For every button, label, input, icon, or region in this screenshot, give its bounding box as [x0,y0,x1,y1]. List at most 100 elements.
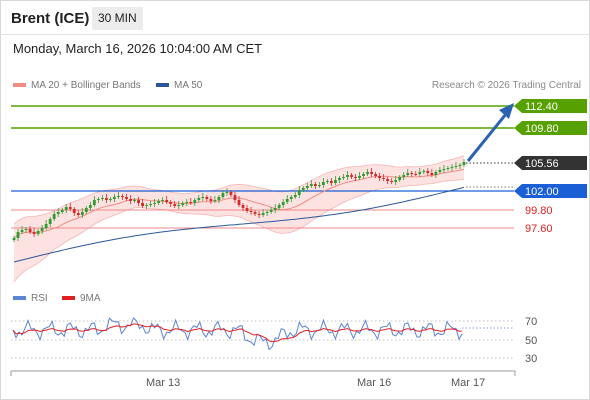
chart-header: Brent (ICE) 30 MIN [0,0,590,35]
candle-body [346,175,349,177]
candle-body [430,173,434,175]
x-tick-mar-16: Mar 16 [357,377,391,389]
candle-body [109,199,112,200]
candle-body [80,212,84,215]
candle-body [64,207,68,210]
candle-body [450,167,454,168]
candle-body [362,174,365,176]
candle-body [237,200,241,205]
candle-body [44,224,48,228]
candle-body [209,199,213,201]
candle-body [88,205,92,208]
candle-body [12,238,16,240]
candle-body [265,212,269,213]
candle-body [92,200,96,205]
rsi-scale-50: 50 [525,335,537,347]
candle-body [117,196,120,197]
candle-body [241,205,245,208]
candle-body [36,231,40,234]
rsi-line [12,317,463,351]
candle-body [40,228,44,231]
candle-body [121,196,124,197]
candle-body [458,165,462,166]
candle-body [84,208,88,212]
ma9-swatch [62,296,75,301]
timeframe-selector[interactable]: 30 MIN [92,7,143,30]
candle-body [354,177,357,178]
x-tick-mar-17: Mar 17 [451,377,485,389]
candle-body [165,200,169,202]
candle-body [185,202,189,203]
candle-body [269,210,273,212]
candle-body [273,208,277,210]
candle-body [125,197,128,199]
candle-body [382,178,386,179]
candle-body [334,180,337,183]
candle-body [293,195,297,197]
candle-body [313,184,317,186]
candle-body [56,212,60,214]
price-label-102-00-text: 102.00 [525,186,559,198]
candle-body [181,203,185,205]
chart-timestamp: Monday, March 16, 2026 10:04:00 AM CET [13,41,263,56]
price-label-102-00: 102.00 [514,184,587,198]
candle-body [137,200,140,203]
candle-body [213,200,217,201]
rsi-swatch [13,296,26,301]
ma20-swatch [13,83,26,88]
candle-body [442,169,446,170]
legend-ma20: MA 20 + Bollinger Bands [13,80,141,91]
candle-body [317,185,321,186]
candle-body [422,171,426,172]
instrument-title: Brent (ICE) [11,10,90,27]
candle-body [402,175,406,177]
candle-body [193,200,197,203]
candle-body [48,219,52,224]
candle-body [446,168,450,169]
candle-body [249,211,253,212]
price-label-109-80-text: 109.80 [525,123,559,135]
candle-body [100,198,104,199]
candle-body [434,172,438,175]
candle-body [350,175,353,177]
candle-body [96,199,100,200]
candle-body [129,199,132,201]
candle-body [28,229,32,232]
candle-body [32,232,36,234]
candle-body [24,229,28,230]
copyright-notice: Research © 2026 Trading Central [431,80,581,91]
candle-body [245,208,249,211]
candle-body [394,180,398,182]
candle-body [177,205,181,206]
candle-body [305,186,309,188]
candlestick-series [12,159,466,242]
rsi-label: RSI [31,293,48,304]
legend-ma9: 9MA [62,293,101,304]
candle-body [277,205,281,208]
candle-body [378,176,382,178]
price-label-105-56: 105.56 [514,156,587,170]
candle-body [297,190,301,195]
candle-body [309,184,313,186]
candle-body [426,171,430,173]
candle-body [20,230,24,232]
rsi-scale-30: 30 [525,353,537,365]
candle-body [438,170,442,172]
candle-body [285,199,289,202]
candle-body [72,209,76,213]
candle-body [60,210,64,212]
candle-body [342,177,345,178]
candle-body [133,200,136,201]
candle-body [366,172,369,174]
candle-body [149,204,153,205]
candle-body [161,200,165,201]
legend-ma50: MA 50 [156,80,202,91]
candle-body [153,203,157,204]
candle-body [414,174,418,175]
bollinger-band [14,155,464,282]
candle-body [338,178,341,180]
candle-body [370,172,373,174]
candle-body [418,172,422,174]
candle-body [454,166,458,167]
ma20-label: MA 20 + Bollinger Bands [31,80,141,91]
